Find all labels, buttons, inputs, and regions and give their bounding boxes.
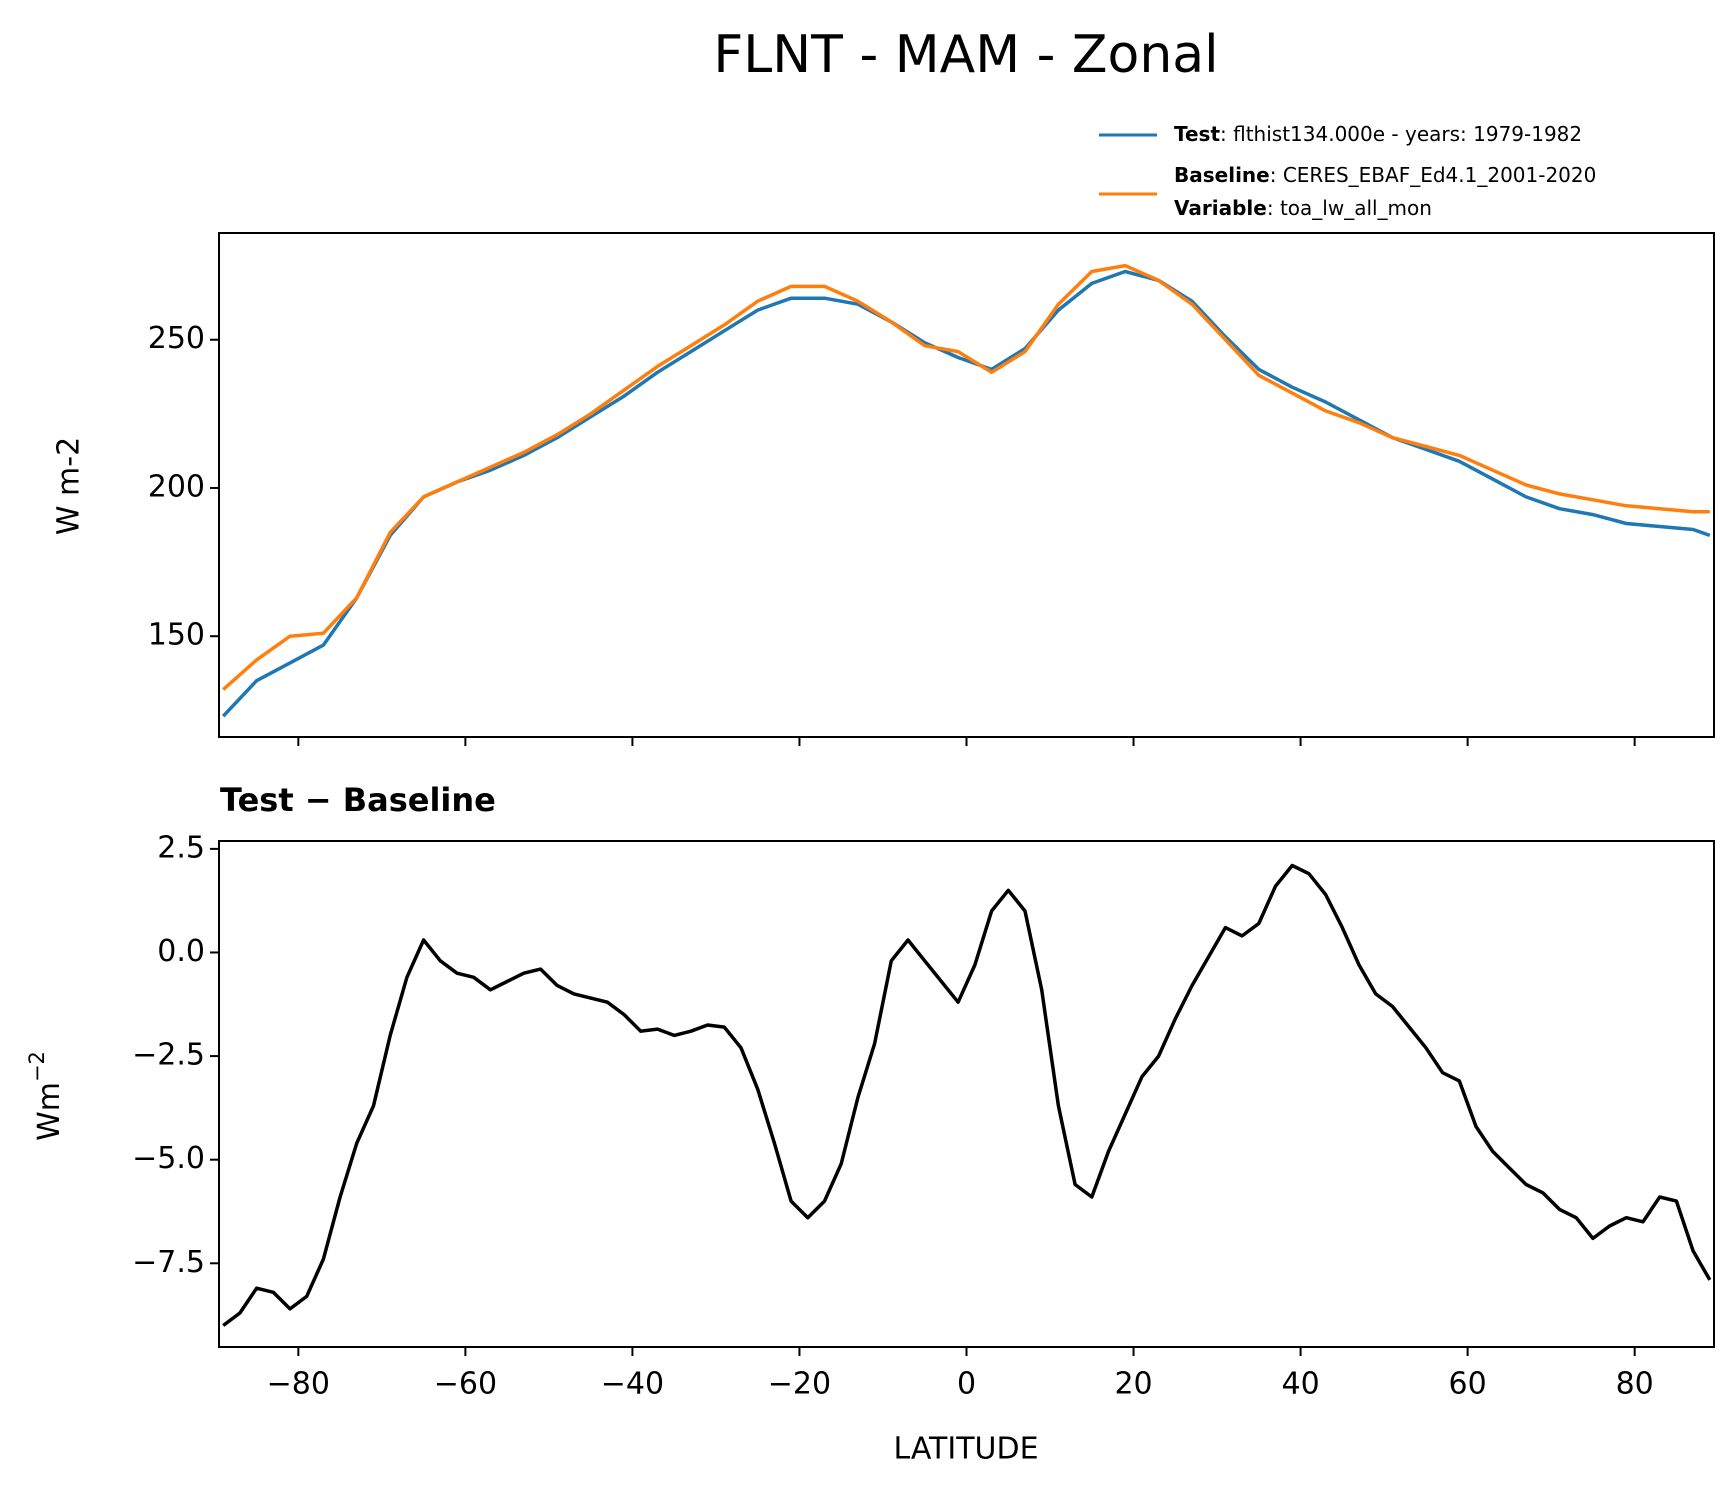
legend-desc: : flthist134.000e - years: 1979-1982: [1220, 122, 1582, 146]
x-tick-label: 40: [1281, 1367, 1319, 1402]
subplot-title: Test − Baseline: [220, 781, 496, 819]
y-tick-label: 2.5: [157, 830, 205, 865]
x-tick-label: −60: [434, 1367, 497, 1402]
y-tick-label: 250: [148, 321, 205, 356]
y-tick-label: 0.0: [157, 934, 205, 969]
data-line: [221, 269, 1711, 718]
legend-name: Baseline: [1174, 163, 1270, 187]
axes-frame: [218, 232, 1715, 738]
legend-name: Variable: [1174, 196, 1267, 220]
x-tick-label: −80: [267, 1367, 330, 1402]
legend-entry: Variable: toa_lw_all_mon: [1174, 196, 1432, 220]
y-label-text: Wm: [32, 1082, 67, 1141]
data-line: [222, 263, 1710, 691]
y-tick-label: 200: [148, 469, 205, 504]
legend-desc: : CERES_EBAF_Ed4.1_2001-2020: [1270, 163, 1597, 187]
y-label-sup: −2: [25, 1051, 49, 1082]
x-tick-label: 20: [1114, 1367, 1152, 1402]
x-tick-label: 60: [1449, 1367, 1487, 1402]
x-tick-label: 80: [1616, 1367, 1654, 1402]
legend-entry: Test: flthist134.000e - years: 1979-1982: [1174, 122, 1582, 146]
y-tick-label: −7.5: [132, 1245, 205, 1280]
y-axis-label: W m-2: [52, 437, 87, 535]
x-axis-label: LATITUDE: [893, 1432, 1038, 1467]
data-line: [222, 863, 1712, 1327]
legend-entry: Baseline: CERES_EBAF_Ed4.1_2001-2020: [1174, 163, 1596, 187]
x-tick-label: 0: [957, 1367, 976, 1402]
x-tick-label: −20: [768, 1367, 831, 1402]
x-tick-label: −40: [601, 1367, 664, 1402]
y-tick-label: −5.0: [132, 1141, 205, 1176]
y-tick-label: 150: [148, 618, 205, 653]
y-axis-label: Wm−2: [25, 1051, 67, 1141]
legend-name: Test: [1174, 122, 1220, 146]
y-tick-label: −2.5: [132, 1038, 205, 1073]
axes-frame: [218, 840, 1715, 1348]
figure-title: FLNT - MAM - Zonal: [713, 25, 1218, 85]
legend-desc: : toa_lw_all_mon: [1267, 196, 1432, 220]
